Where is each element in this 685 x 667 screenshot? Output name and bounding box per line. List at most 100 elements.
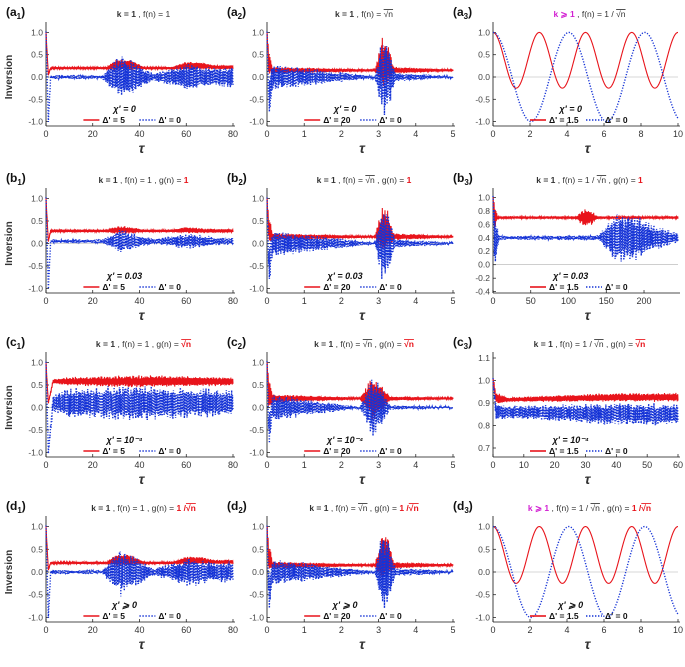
y-tick-label: -1.0 [475, 117, 490, 127]
coupling-label: χ' = 0.03 [106, 271, 142, 281]
x-tick-label: 5 [450, 625, 455, 635]
panel-title: k = 1 , f(n) = √n , g(n) = 1 [317, 175, 412, 185]
panel-title: k ⩾ 1 , f(n) = 1 / √n , g(n) = 1 /√n [528, 503, 651, 513]
x-tick-label: 3 [376, 129, 381, 139]
panel-label: (d1) [6, 499, 26, 515]
panel-a2: (a2) k = 1 , f(n) = √n -1.0 -0.5 0.0 0.5 1.0 0 1… [227, 5, 456, 156]
y-tick-label: -0.5 [475, 590, 490, 600]
y-tick-label: 1.0 [478, 522, 490, 532]
coupling-label: χ' = 10⁻⁴ [552, 435, 589, 445]
y-tick-label: 1.0 [252, 522, 264, 532]
y-tick-label: 0.0 [31, 567, 43, 577]
legend-entry: Δ' = 1.5 [549, 282, 579, 292]
panel-label: (a1) [6, 5, 25, 21]
y-tick-label: -1.0 [249, 448, 264, 458]
y-tick-label: 0.0 [252, 567, 264, 577]
x-tick-label: 20 [88, 460, 98, 470]
y-tick-label: 0.5 [252, 544, 264, 554]
panel-label: (b3) [453, 171, 473, 187]
x-tick-label: 80 [228, 296, 238, 306]
y-tick-label: 0.0 [478, 72, 490, 82]
panel-title: k = 1 , f(n) = 1 / √n , g(n) = 1 [536, 175, 643, 185]
legend-entry: Δ' = 0 [158, 611, 181, 621]
panel-b3: (b3) k = 1 , f(n) = 1 / √n , g(n) = 1 -0.4… [453, 171, 680, 323]
y-tick-label: -0.4 [475, 287, 490, 297]
legend-entry: Δ' = 0 [158, 282, 181, 292]
x-tick-label: 2 [527, 129, 532, 139]
y-tick-label: 0.0 [31, 239, 43, 249]
y-tick-label: -1.0 [249, 117, 264, 127]
panel-title: k = 1 , f(n) = 1 / √n , g(n) = √n [534, 339, 646, 349]
y-tick-label: -0.5 [28, 425, 43, 435]
panel-label: (b2) [227, 171, 247, 187]
series-blue-line [266, 197, 454, 279]
y-tick-label: -0.5 [475, 94, 490, 104]
y-axis-label: Inversion [4, 55, 15, 99]
panel-c2: (c2) k = 1 , f(n) = √n , g(n) = √n -1.0 -0.… [227, 335, 456, 487]
legend-entry: Δ' = 0 [379, 115, 402, 125]
y-tick-label: 0.6 [478, 219, 490, 229]
series-red-line [266, 362, 454, 420]
y-tick-label: -0.5 [28, 261, 43, 271]
y-tick-label: 0.7 [478, 443, 490, 453]
legend-entry: Δ' = 0 [379, 611, 402, 621]
x-tick-label: 2 [339, 129, 344, 139]
x-axis-label: τ [585, 140, 592, 156]
x-tick-label: 60 [181, 129, 191, 139]
x-tick-label: 40 [134, 129, 144, 139]
x-axis-label: τ [359, 636, 366, 652]
y-tick-label: 0.5 [252, 216, 264, 226]
x-tick-label: 1 [302, 460, 307, 470]
y-tick-label: 0.5 [31, 50, 43, 60]
y-tick-label: 0.5 [31, 544, 43, 554]
series-blue-line [492, 31, 679, 123]
y-tick-label: -1.0 [28, 117, 43, 127]
x-tick-label: 0 [43, 460, 48, 470]
y-tick-label: 0.0 [31, 72, 43, 82]
legend-entry: Δ' = 0 [605, 115, 628, 125]
panel-a1: (a1) k = 1 , f(n) = 1 -1.0 -0.5 0.0 0.5 1.0 0 20… [4, 5, 238, 156]
legend-entry: Δ' = 5 [102, 611, 125, 621]
legend-entry: Δ' = 20 [323, 115, 351, 125]
panel-title: k = 1 , f(n) = √n , g(n) = 1 /√n [309, 503, 418, 513]
coupling-label: χ' = 0.03 [327, 271, 363, 281]
series-red-line [492, 197, 679, 229]
x-tick-label: 0 [490, 460, 495, 470]
x-tick-label: 40 [134, 625, 144, 635]
x-tick-label: 6 [601, 625, 606, 635]
x-tick-label: 0 [490, 129, 495, 139]
panel-title: k = 1 , f(n) = √n [335, 9, 393, 19]
x-tick-label: 2 [339, 625, 344, 635]
legend-entry: Δ' = 0 [379, 282, 402, 292]
x-tick-label: 2 [339, 460, 344, 470]
y-tick-label: 0.5 [31, 380, 43, 390]
series-blue-line [45, 525, 234, 618]
x-tick-label: 4 [564, 129, 569, 139]
x-tick-label: 0 [264, 625, 269, 635]
x-tick-label: 60 [181, 625, 191, 635]
x-tick-label: 150 [599, 296, 614, 306]
y-tick-label: 0.5 [478, 544, 490, 554]
y-tick-label: 1.0 [478, 27, 490, 37]
coupling-label: χ' = 0 [558, 104, 582, 114]
x-tick-label: 80 [228, 625, 238, 635]
x-tick-label: 0 [43, 625, 48, 635]
series-red-line [492, 31, 679, 89]
y-tick-label: 0.0 [252, 72, 264, 82]
x-tick-label: 4 [564, 625, 569, 635]
y-tick-label: 1.0 [478, 376, 490, 386]
panel-label: (c3) [453, 335, 472, 351]
legend-entry: Δ' = 0 [605, 282, 628, 292]
y-tick-label: 1.0 [252, 194, 264, 204]
series-red-line [266, 526, 454, 578]
x-tick-label: 50 [642, 460, 652, 470]
legend-entry: Δ' = 20 [323, 611, 351, 621]
y-tick-label: 1.0 [31, 27, 43, 37]
x-tick-label: 20 [88, 129, 98, 139]
panel-d3: (d3) k ⩾ 1 , f(n) = 1 / √n , g(n) = 1 /√n… [453, 499, 683, 652]
panel-a3: (a3) k ⩾ 1 , f(n) = 1 / √n -1.0 -0.5 0.0 0.5 1… [453, 5, 683, 156]
y-tick-label: -1.0 [28, 612, 43, 622]
x-axis-label: τ [139, 140, 146, 156]
y-tick-label: -1.0 [249, 612, 264, 622]
